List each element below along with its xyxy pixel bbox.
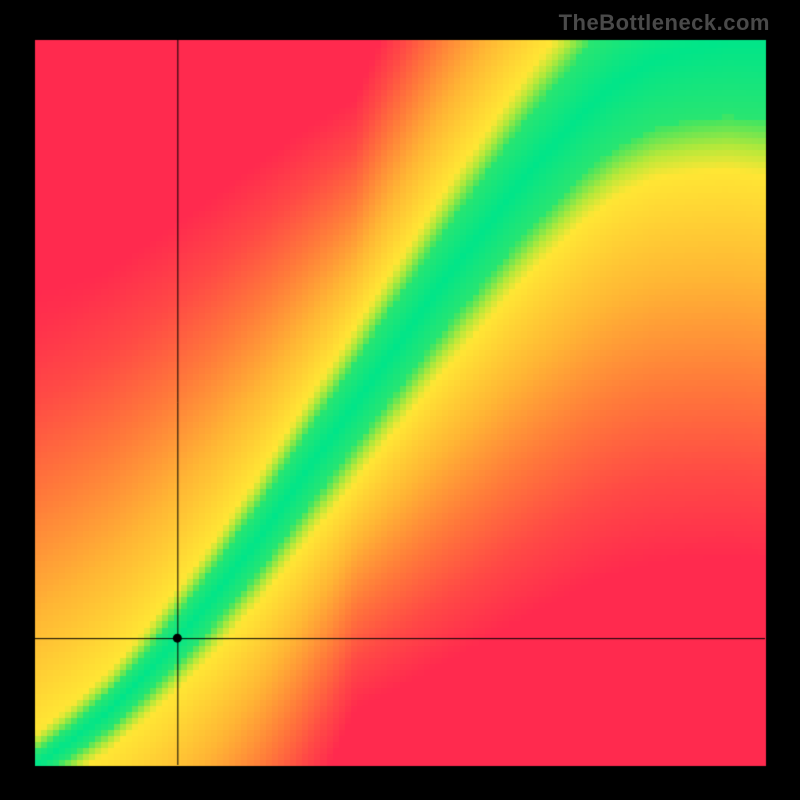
bottleneck-heatmap (0, 0, 800, 800)
watermark-text: TheBottleneck.com (559, 10, 770, 36)
